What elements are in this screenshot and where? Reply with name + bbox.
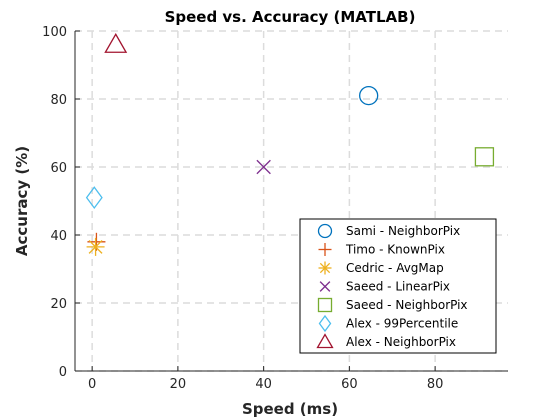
y-axis-label: Accuracy (%) (13, 146, 31, 256)
x-tick-label: 60 (341, 377, 358, 392)
legend-marker-plus (318, 243, 332, 256)
legend-item: Saeed - LinearPix (319, 280, 450, 294)
legend-label: Saeed - NeighborPix (346, 298, 468, 312)
legend-label: Cedric - AvgMap (346, 261, 444, 275)
x-axis-label: Speed (ms) (242, 400, 338, 418)
y-tick-label: 80 (50, 93, 67, 108)
legend-marker-square (317, 297, 333, 313)
legend-label: Alex - NeighborPix (346, 335, 456, 349)
y-tick-label: 60 (50, 161, 67, 176)
data-points (85, 32, 495, 256)
y-tick-label: 20 (50, 297, 67, 312)
y-tick-label: 40 (50, 229, 67, 244)
legend-marker-triangle (316, 333, 334, 349)
x-tick-label: 20 (170, 377, 187, 392)
data-point-x (256, 159, 271, 175)
legend-box (299, 218, 497, 354)
y-tick-label: 100 (42, 25, 67, 40)
x-tick-label: 0 (88, 377, 96, 392)
legend-label: Timo - KnownPix (345, 243, 445, 257)
data-point-asterisk (86, 237, 105, 256)
legend-items: Sami - NeighborPix Timo - KnownPix Cedric … (316, 223, 468, 349)
legend-item: Timo - KnownPix (318, 243, 445, 257)
legend-label: Saeed - LinearPix (346, 280, 450, 294)
data-point-diamond (85, 186, 103, 210)
data-point-triangle (104, 32, 128, 53)
legend-marker-circle (317, 223, 333, 239)
data-point-circle (359, 85, 379, 106)
legend-marker-x (319, 281, 331, 292)
legend-item: Cedric - AvgMap (318, 261, 444, 275)
legend-marker-asterisk (318, 261, 332, 275)
legend-item: Saeed - NeighborPix (317, 297, 468, 313)
legend: Sami - NeighborPix Timo - KnownPix Cedric … (299, 218, 497, 354)
legend-item: Alex - 99Percentile (318, 314, 458, 333)
legend-item: Alex - NeighborPix (316, 333, 456, 349)
legend-item: Sami - NeighborPix (317, 223, 460, 239)
tick-labels: 0 20 40 60 80 0 20 40 60 80 100 (42, 25, 443, 392)
y-tick-label: 0 (59, 365, 67, 380)
legend-label: Sami - NeighborPix (346, 224, 460, 238)
x-tick-label: 80 (427, 377, 444, 392)
x-tick-label: 40 (255, 377, 272, 392)
chart-title: Speed vs. Accuracy (MATLAB) (165, 8, 416, 26)
legend-label: Alex - 99Percentile (346, 317, 458, 331)
axes (74, 30, 508, 372)
legend-marker-diamond (318, 314, 332, 333)
data-point-square (474, 147, 495, 167)
